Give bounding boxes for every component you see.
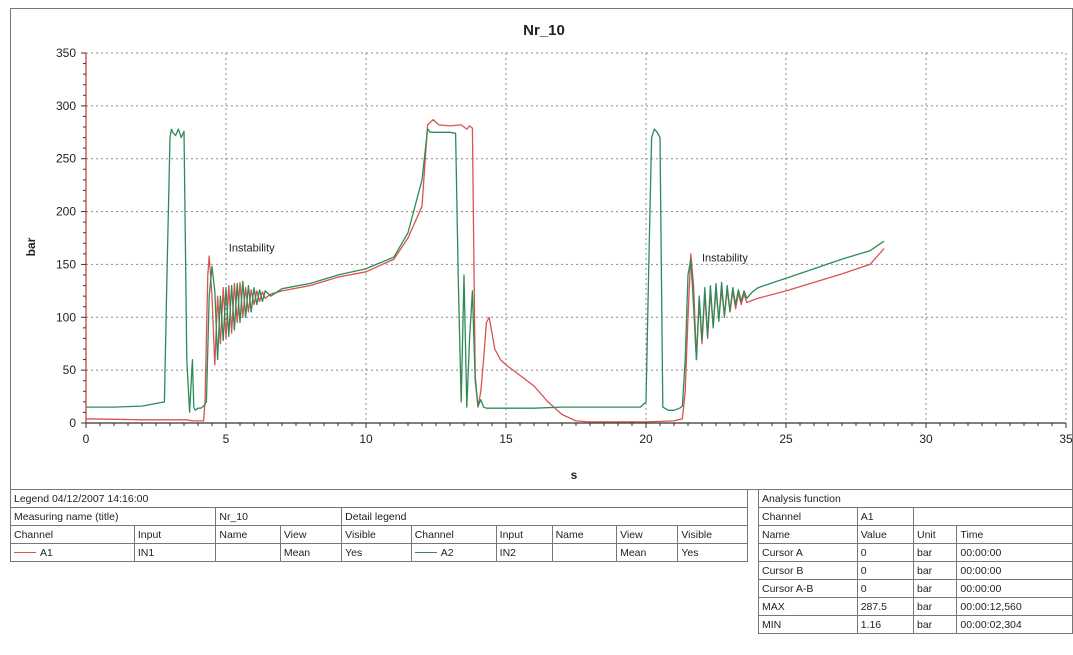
- analysis-cell: MIN: [758, 615, 858, 634]
- y-tick-label: 300: [56, 99, 76, 113]
- legend-header: View: [616, 525, 679, 544]
- chart-frame: 0 5 10 15 20 25 30 35 0 50 100 150 200 250 300 350 Insta…: [10, 8, 1073, 490]
- chart-svg: 0 5 10 15 20 25 30 35050100150200250300350Insta…: [24, 22, 1073, 482]
- legend-cell: Yes: [341, 543, 412, 562]
- legend-cell: [215, 543, 281, 562]
- analysis-cell: 1.16: [856, 615, 914, 634]
- legend-channel-a2: A2: [410, 543, 497, 562]
- y-tick-label: 150: [56, 257, 76, 271]
- analysis-cell: 00:00:12,560: [956, 597, 1073, 616]
- legend-header: Channel: [410, 525, 497, 544]
- series-layer: [85, 118, 885, 423]
- legend-header: Visible: [341, 525, 412, 544]
- series-line-a2: [86, 128, 885, 414]
- analysis-cell: bar: [912, 543, 958, 562]
- legend-channel-a1: A1: [10, 543, 135, 562]
- legend-header: Input: [495, 525, 553, 544]
- analysis-cell: 287.5: [856, 597, 914, 616]
- series-swatch-a1: [14, 552, 36, 554]
- legend-header-row: Channel Input Name View Visible Channel …: [10, 525, 748, 544]
- analysis-row: Cursor A-B 0 bar 00:00:00: [758, 579, 1073, 598]
- analysis-row: MAX 287.5 bar 00:00:12,560: [758, 597, 1073, 616]
- analysis-cell: Cursor A-B: [758, 579, 858, 598]
- analysis-header: Name: [758, 525, 858, 544]
- analysis-header: Unit: [912, 525, 958, 544]
- measuring-name-label: Measuring name (title): [9, 507, 217, 526]
- legend-header: Input: [133, 525, 217, 544]
- analysis-header: Value: [856, 525, 914, 544]
- y-axis-label: bar: [24, 237, 38, 256]
- analysis-cell: 0: [856, 561, 914, 580]
- detail-legend-label: Detail legend: [341, 507, 748, 526]
- x-tick-label: 20: [639, 432, 653, 446]
- analysis-header: Time: [956, 525, 1073, 544]
- measuring-name-value: Nr_10: [215, 507, 343, 526]
- analysis-channel-value: A1: [856, 507, 914, 526]
- legend-cell: IN1: [133, 543, 217, 562]
- x-tick-label: 15: [499, 432, 513, 446]
- x-tick-label: 35: [1059, 432, 1073, 446]
- x-axis-label: s: [571, 468, 578, 482]
- legend-cell: Yes: [677, 543, 748, 562]
- y-tick-label: 200: [56, 205, 76, 219]
- legend-channel-a2-label: A2: [440, 546, 454, 559]
- legend-cell: [551, 543, 618, 562]
- x-tick-label: 30: [919, 432, 933, 446]
- axis-layer: [81, 52, 1067, 428]
- analysis-row: Cursor B 0 bar 00:00:00: [758, 561, 1073, 580]
- analysis-cell: 00:00:02,304: [956, 615, 1073, 634]
- label-layer: 0 5 10 15 20 25 30 35050100150200250300350Insta…: [56, 46, 1073, 446]
- legend-header: Name: [215, 525, 281, 544]
- analysis-cell: Cursor B: [758, 561, 858, 580]
- grid-layer: [86, 52, 1067, 423]
- x-tick-label: 0: [83, 432, 90, 446]
- legend-cell: Mean: [616, 543, 679, 562]
- analysis-cell: 00:00:00: [956, 579, 1073, 598]
- legend-header: Name: [551, 525, 618, 544]
- analysis-cell: MAX: [758, 597, 858, 616]
- analysis-cell: bar: [912, 597, 958, 616]
- legend-title: Legend 04/12/2007 14:16:00: [10, 489, 748, 508]
- x-tick-label: 10: [359, 432, 373, 446]
- analysis-title: Analysis function: [758, 489, 1073, 508]
- analysis-empty-cell: [912, 507, 1073, 526]
- x-tick-label: 5: [223, 432, 230, 446]
- analysis-channel-label: Channel: [758, 507, 858, 526]
- legend-cell: Mean: [279, 543, 343, 562]
- y-tick-label: 250: [56, 152, 76, 166]
- analysis-table: Analysis function Channel A1 Name Value …: [758, 489, 1073, 634]
- analysis-cell: bar: [912, 561, 958, 580]
- legend-header: Visible: [677, 525, 748, 544]
- analysis-row: Cursor A 0 bar 00:00:00: [758, 543, 1073, 562]
- legend-cell: IN2: [495, 543, 553, 562]
- legend-row: A1 IN1 Mean Yes A2 IN2 Mean Yes: [10, 543, 748, 562]
- y-tick-label: 0: [69, 416, 76, 430]
- analysis-cell: Cursor A: [758, 543, 858, 562]
- series-swatch-a2: [414, 552, 437, 554]
- analysis-cell: 00:00:00: [956, 543, 1073, 562]
- analysis-header-row: Name Value Unit Time: [758, 525, 1073, 544]
- analysis-cell: 00:00:00: [956, 561, 1073, 580]
- y-tick-label: 350: [56, 46, 76, 60]
- analysis-row: MIN 1.16 bar 00:00:02,304: [758, 615, 1073, 634]
- legend-channel-a1-label: A1: [40, 546, 53, 559]
- analysis-cell: bar: [912, 615, 958, 634]
- series-line-a1: [85, 118, 885, 423]
- analysis-cell: bar: [912, 579, 958, 598]
- legend-header: View: [279, 525, 343, 544]
- x-tick-label: 25: [779, 432, 793, 446]
- annotation-label: Instability: [229, 243, 275, 255]
- legend-header: Channel: [10, 525, 135, 544]
- analysis-cell: 0: [856, 579, 914, 598]
- analysis-cell: 0: [856, 543, 914, 562]
- y-tick-label: 100: [56, 310, 76, 324]
- legend-table: Legend 04/12/2007 14:16:00 Measuring nam…: [9, 489, 748, 562]
- y-tick-label: 50: [63, 363, 77, 377]
- annotation-label: Instability: [702, 252, 748, 264]
- chart-title: Nr_10: [523, 22, 565, 39]
